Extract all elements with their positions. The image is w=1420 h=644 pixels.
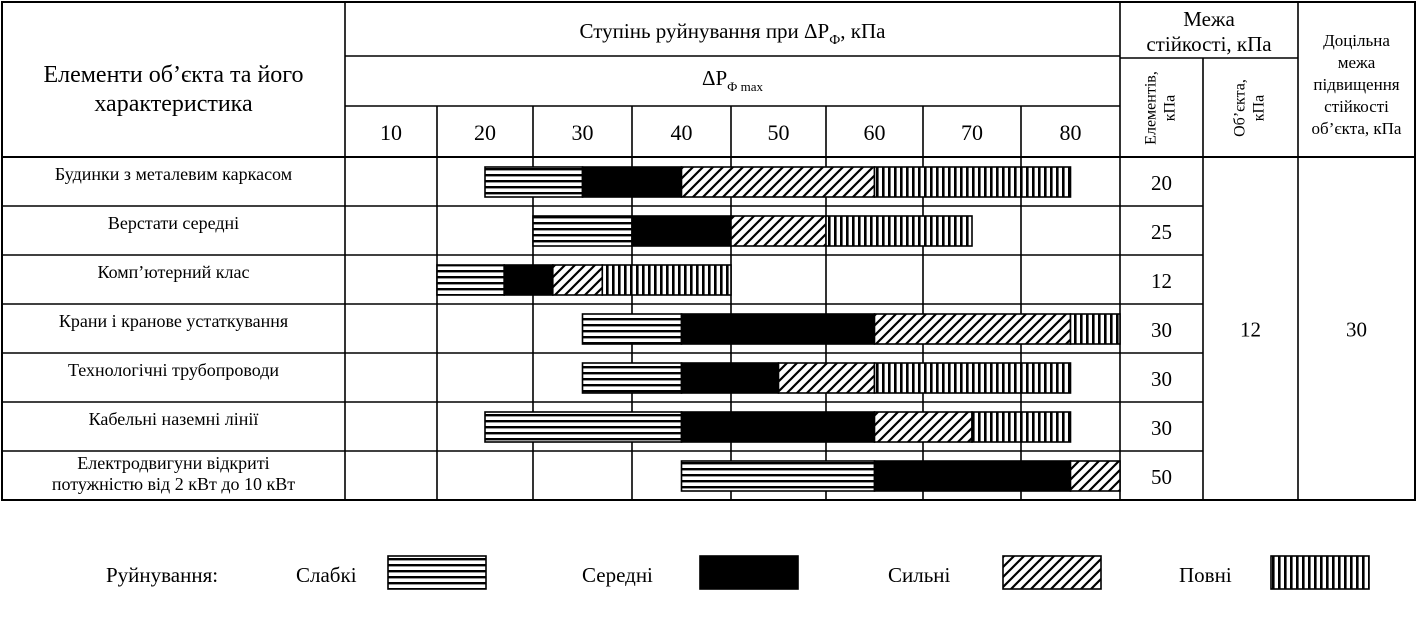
- bar-segment-weak: [436, 264, 505, 296]
- bar-segment-strong: [873, 313, 1072, 345]
- row-label: Верстати середні: [108, 213, 239, 233]
- target-limit-value: 30: [1346, 318, 1367, 342]
- limit-header: Межа: [1183, 7, 1235, 31]
- legend-item-label: Середні: [582, 563, 653, 587]
- bar-segment-weak: [484, 166, 584, 198]
- pressure-tick-label: 70: [961, 120, 983, 145]
- bar-segment-full: [873, 166, 1072, 198]
- dp-max-header: ΔPФ max: [702, 66, 764, 94]
- pressure-tick-label: 40: [671, 120, 693, 145]
- pressure-tick-label: 30: [572, 120, 594, 145]
- bar-segment-medium: [873, 460, 1072, 492]
- limit-elements-label: кПа: [1162, 95, 1179, 121]
- element-limit-value: 30: [1151, 416, 1172, 440]
- legend-swatch-weak: [387, 555, 487, 590]
- bar-segment-weak: [581, 362, 683, 394]
- element-limit-value: 30: [1151, 367, 1172, 391]
- element-limit-value: 12: [1151, 269, 1172, 293]
- bar-segment-full: [971, 411, 1072, 443]
- bar-segment-weak: [581, 313, 683, 345]
- table-header: Елементи об’єкта та його характеристика Ст…: [43, 7, 1401, 145]
- element-limit-value: 50: [1151, 465, 1172, 489]
- bar-segment-medium: [680, 313, 876, 345]
- row-label: Будинки з металевим каркасом: [55, 164, 292, 184]
- elements-header: характеристика: [94, 91, 253, 117]
- target-header: об’єкта, кПа: [1312, 119, 1402, 138]
- element-limit-value: 20: [1151, 171, 1172, 195]
- bar-segment-strong: [873, 411, 973, 443]
- bar-segment-strong: [777, 362, 876, 394]
- row-label: Електродвигуни відкриті: [77, 453, 269, 473]
- bar-segment-medium: [503, 264, 554, 296]
- limit-elements-header: Елементів, кПа: [1143, 71, 1179, 145]
- target-header: стійкості: [1324, 97, 1389, 116]
- pressure-tick-label: 50: [768, 120, 790, 145]
- limit-object-label: кПа: [1251, 95, 1268, 121]
- legend: Руйнування: Слабкі Середні Сильні Повні: [106, 555, 1370, 590]
- row-label: Технологічні трубопроводи: [68, 360, 279, 380]
- bar-segment-strong: [551, 264, 604, 296]
- bar-segment-full: [1069, 313, 1121, 345]
- legend-item-label: Повні: [1179, 563, 1232, 587]
- table-border: [1, 1, 1416, 501]
- row-labels: Будинки з металевим каркасом 20 Верстати с…: [52, 164, 1367, 494]
- bar-segment-strong: [1069, 460, 1121, 492]
- bar-segment-medium: [581, 166, 683, 198]
- bar-segment-full: [601, 264, 732, 296]
- legend-item-label: Сильні: [888, 563, 951, 587]
- legend-swatch-full: [1270, 555, 1370, 590]
- row-label: Крани і кранове устаткування: [59, 311, 288, 331]
- bar-segment-medium: [631, 215, 732, 247]
- row-label: потужністю від 2 кВт до 10 кВт: [52, 474, 295, 494]
- target-header: підвищення: [1313, 75, 1399, 94]
- legend-item-label: Слабкі: [296, 563, 357, 587]
- legend-swatch-medium: [699, 555, 799, 590]
- limit-elements-label: Елементів,: [1143, 71, 1160, 145]
- bar-segment-weak: [484, 411, 683, 443]
- target-header: Доцільна: [1323, 31, 1390, 50]
- destruction-header: Ступінь руйнування при ΔPФ, кПа: [580, 19, 887, 48]
- pressure-tick-label: 80: [1060, 120, 1082, 145]
- bar-segment-medium: [680, 362, 780, 394]
- elements-header: Елементи об’єкта та його: [43, 62, 303, 88]
- element-limit-value: 25: [1151, 220, 1172, 244]
- row-label: Комп’ютерний клас: [98, 262, 250, 282]
- pressure-tick-label: 10: [380, 120, 402, 145]
- bar-segment-full: [825, 215, 973, 247]
- pressure-tick-label: 20: [474, 120, 496, 145]
- target-header: межа: [1338, 53, 1376, 72]
- pressure-tick-label: 60: [864, 120, 886, 145]
- bars-layer: [436, 166, 1121, 492]
- bar-segment-strong: [680, 166, 876, 198]
- bar-segment-strong: [730, 215, 827, 247]
- limit-object-header: Об’єкта, кПа: [1232, 79, 1268, 137]
- bar-segment-weak: [532, 215, 633, 247]
- element-limit-value: 30: [1151, 318, 1172, 342]
- bar-segment-medium: [680, 411, 876, 443]
- legend-label: Руйнування:: [106, 563, 218, 587]
- bar-segment-weak: [680, 460, 876, 492]
- bar-segment-full: [873, 362, 1072, 394]
- object-limit-value: 12: [1240, 318, 1261, 342]
- limit-header: стійкості, кПа: [1146, 32, 1272, 56]
- legend-swatch-strong: [1002, 555, 1102, 590]
- limit-object-label: Об’єкта,: [1232, 79, 1249, 137]
- row-label: Кабельні наземні лінії: [89, 409, 259, 429]
